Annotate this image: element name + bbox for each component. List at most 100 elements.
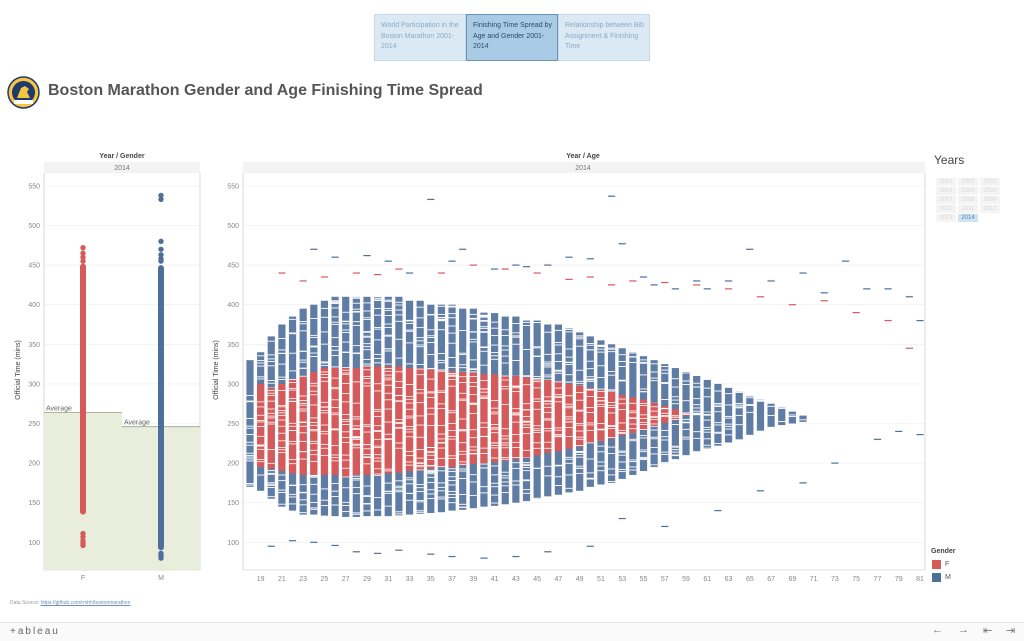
right-x-tick: 21 xyxy=(278,576,286,583)
year-option-2006[interactable]: 2006 xyxy=(980,187,1000,195)
male-strip xyxy=(778,407,786,426)
female-strip xyxy=(331,368,339,475)
left-y-tick: 500 xyxy=(28,223,40,230)
right-x-tick: 55 xyxy=(640,576,648,583)
outlier-point-m xyxy=(158,196,164,203)
boston-marathon-logo xyxy=(7,76,40,109)
right-x-tick: 67 xyxy=(767,576,775,583)
female-strip xyxy=(661,406,669,423)
revert-icon[interactable]: ⇤ xyxy=(983,625,993,637)
right-x-tick: 71 xyxy=(810,576,818,583)
right-x-tick: 79 xyxy=(895,576,903,583)
year-option-2009[interactable]: 2009 xyxy=(980,196,1000,204)
male-strip xyxy=(724,387,733,443)
right-y-tick: 100 xyxy=(227,540,239,547)
tab-bib-assignment[interactable]: Relationship between Bib Assignment & Fi… xyxy=(558,14,650,61)
year-option-2012[interactable]: 2012 xyxy=(980,205,1000,213)
right-y-tick: 300 xyxy=(227,381,239,388)
year-option-2007[interactable]: 2007 xyxy=(936,196,956,204)
year-option-2013[interactable]: 2013 xyxy=(936,214,956,222)
left-y-tick: 300 xyxy=(28,381,40,388)
right-y-label: Official Time (mins) xyxy=(213,340,220,400)
year-option-2001[interactable]: 2001 xyxy=(936,178,956,186)
male-strip xyxy=(799,415,807,422)
redo-icon[interactable]: → xyxy=(958,624,969,636)
female-strip xyxy=(310,372,318,475)
male-strip xyxy=(788,411,796,424)
female-strip xyxy=(544,379,552,453)
right-x-tick: 45 xyxy=(533,576,541,583)
tab-finishing-time-spread[interactable]: Finishing Time Spread by Age and Gender … xyxy=(466,14,558,61)
year-option-2002[interactable]: 2002 xyxy=(958,178,978,186)
right-y-tick: 200 xyxy=(227,461,239,468)
right-x-tick: 35 xyxy=(427,576,435,583)
tableau-logo: +ableau xyxy=(10,626,60,637)
female-strip xyxy=(363,366,371,475)
legend-swatch-m xyxy=(932,573,941,582)
right-y-tick: 500 xyxy=(227,223,239,230)
left-y-tick: 450 xyxy=(28,263,40,270)
male-strip xyxy=(714,383,722,446)
dense-strip-f xyxy=(80,263,86,515)
right-marks xyxy=(246,195,924,559)
left-y-label: Official Time (mins) xyxy=(15,340,22,400)
data-source-link[interactable]: https://github.com/rmhh/bostonmarathon xyxy=(40,600,131,606)
right-x-tick: 27 xyxy=(342,576,350,583)
right-x-tick: 23 xyxy=(299,576,307,583)
legend-item-f[interactable]: F xyxy=(932,560,949,569)
female-strip xyxy=(501,375,509,461)
right-x-tick: 33 xyxy=(406,576,414,583)
female-strip xyxy=(522,377,531,458)
female-strip xyxy=(416,368,424,471)
right-x-tick: 59 xyxy=(682,576,690,583)
right-x-tick: 43 xyxy=(512,576,520,583)
legend-title: Gender xyxy=(931,548,956,555)
right-x-tick: 25 xyxy=(321,576,329,583)
female-strip xyxy=(671,409,679,420)
female-strip xyxy=(597,390,605,441)
left-y-axis: 100 150 200 250 300 350 400 450 500 550 xyxy=(28,183,40,546)
year-option-2011[interactable]: 2011 xyxy=(958,205,978,213)
left-y-tick: 350 xyxy=(28,342,40,349)
female-strip xyxy=(405,368,414,472)
female-strip xyxy=(342,368,350,477)
female-strip xyxy=(565,383,573,449)
legend-swatch-f xyxy=(932,560,941,569)
right-x-tick: 75 xyxy=(852,576,860,583)
female-strip xyxy=(650,402,658,426)
right-x-tick: 57 xyxy=(661,576,669,583)
left-y-tick: 150 xyxy=(28,500,40,507)
right-x-tick: 29 xyxy=(363,576,371,583)
year-option-2003[interactable]: 2003 xyxy=(980,178,1000,186)
outlier-point-f xyxy=(80,258,86,264)
right-x-tick: 63 xyxy=(725,576,733,583)
dashboard-tabs: World Participation in the Boston Marath… xyxy=(374,14,650,61)
average-band xyxy=(44,412,200,570)
right-x-tick: 65 xyxy=(746,576,754,583)
year-option-2004[interactable]: 2004 xyxy=(936,187,956,195)
year-option-2010[interactable]: 2010 xyxy=(936,205,956,213)
right-header: Year / Age xyxy=(566,153,600,160)
dense-strip-m xyxy=(158,265,164,551)
legend-item-m[interactable]: M xyxy=(932,573,951,582)
left-y-tick: 100 xyxy=(28,540,40,547)
year-option-2008[interactable]: 2008 xyxy=(958,196,978,204)
left-y-tick: 250 xyxy=(28,421,40,428)
female-strip xyxy=(299,375,307,475)
average-label: Average xyxy=(46,405,72,412)
right-y-tick: 550 xyxy=(227,183,239,190)
right-x-tick: 39 xyxy=(469,576,477,583)
tab-world-participation[interactable]: World Participation in the Boston Marath… xyxy=(374,14,466,61)
year-option-2005[interactable]: 2005 xyxy=(958,187,978,195)
forward-end-icon[interactable]: ⇥ xyxy=(1006,625,1016,637)
right-x-tick: 53 xyxy=(618,576,626,583)
female-strip xyxy=(576,385,584,447)
undo-icon[interactable]: ← xyxy=(932,624,943,636)
left-y-tick: 200 xyxy=(28,461,40,468)
left-marks xyxy=(80,192,164,561)
female-strip xyxy=(512,375,520,460)
outlier-point-m xyxy=(158,252,164,258)
right-x-tick: 49 xyxy=(576,576,584,583)
outlier-point-m xyxy=(158,238,164,245)
year-option-2014[interactable]: 2014 xyxy=(958,214,978,222)
